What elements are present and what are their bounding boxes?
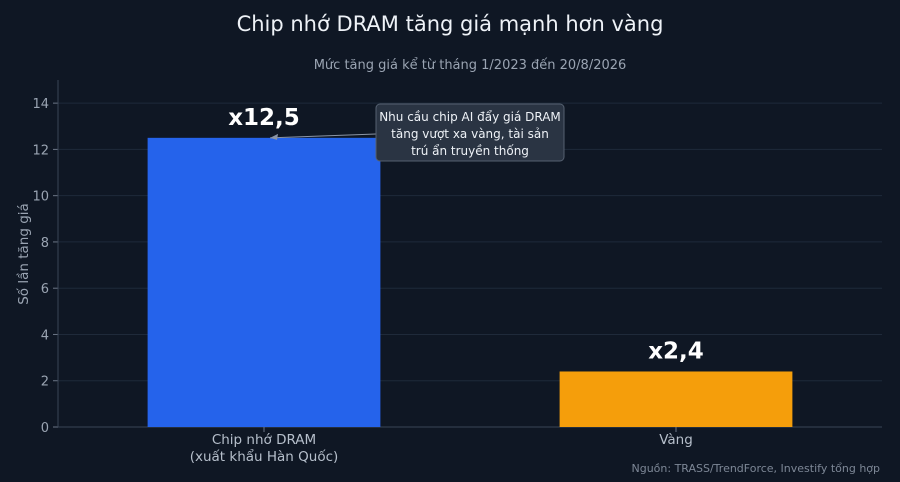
source-note: Nguồn: TRASS/TrendForce, Investify tổng … [631, 462, 880, 475]
data-label: x12,5 [228, 105, 300, 131]
y-tick-label: 4 [41, 328, 49, 343]
annotation-arrow [269, 133, 377, 139]
annotation-arrowhead [270, 133, 278, 140]
y-tick-label: 0 [41, 421, 49, 436]
x-tick-label: Chip nhớ DRAM (xuất khẩu Hàn Quốc) [190, 432, 339, 465]
y-tick-label: 2 [41, 375, 49, 390]
y-tick-label: 6 [41, 282, 49, 297]
x-tick-label: Vàng [659, 432, 693, 448]
y-tick-label: 14 [32, 97, 49, 112]
bar [559, 371, 793, 427]
y-axis-title: Số lần tăng giá [15, 203, 32, 305]
annotation-text: Nhu cầu chip AI đẩy giá DRAM tăng vượt xa… [379, 110, 561, 158]
y-tick-label: 10 [32, 190, 49, 205]
data-labels: x12,5 x2,4 [228, 105, 704, 365]
annotation-box [375, 103, 565, 162]
bars [147, 137, 793, 428]
chart-subtitle: Mức tăng giá kể từ tháng 1/2023 đến 20/8… [314, 58, 627, 73]
annotation: Nhu cầu chip AI đẩy giá DRAM tăng vượt xa… [269, 103, 565, 162]
y-tick-label: 8 [41, 236, 49, 251]
y-tick-label: 12 [32, 143, 49, 158]
data-label: x2,4 [648, 338, 704, 364]
bar [147, 137, 381, 428]
chart-title: Chip nhớ DRAM tăng giá mạnh hơn vàng [237, 12, 664, 36]
